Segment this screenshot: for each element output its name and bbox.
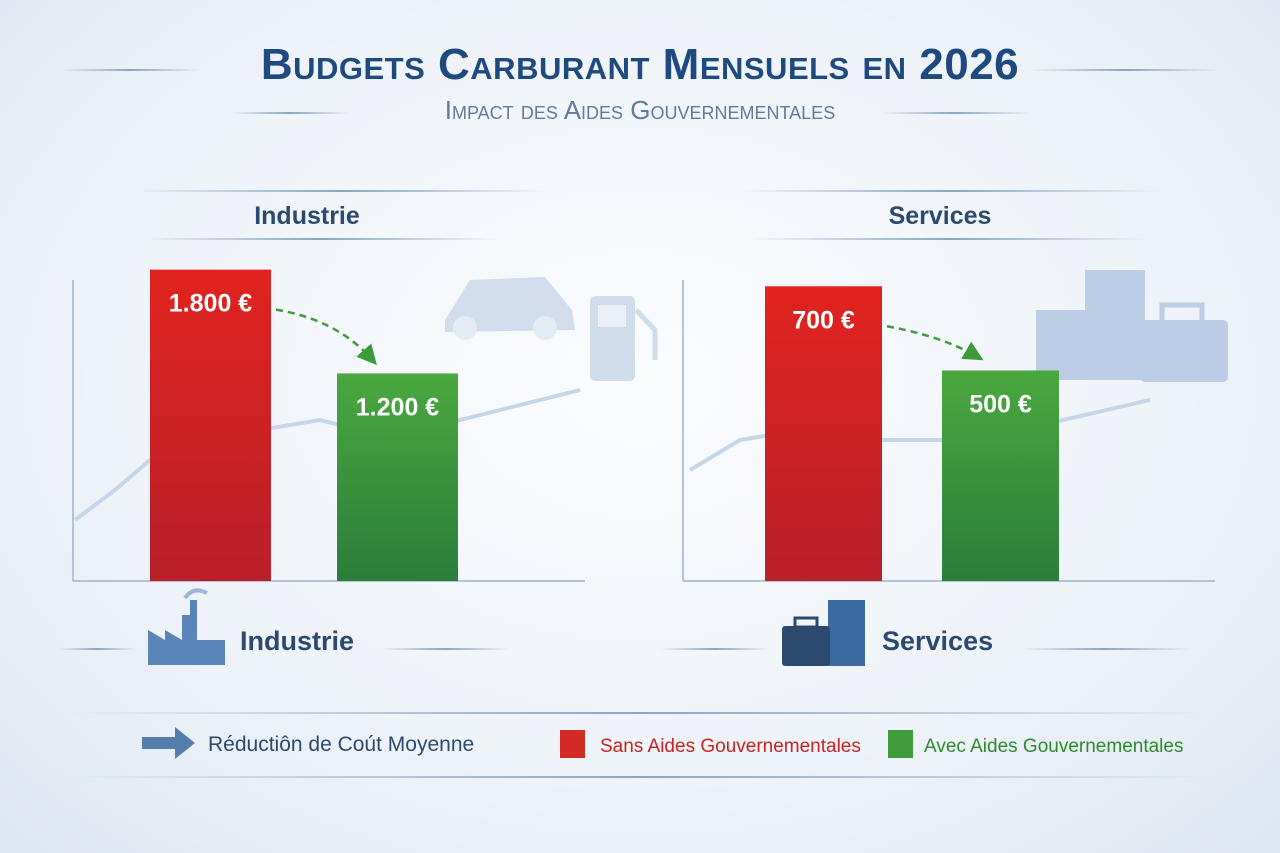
divider xyxy=(60,69,200,71)
chart-subtitle: Impact des Aides Gouvernementales xyxy=(444,95,836,125)
legend-swatch-avec xyxy=(888,730,913,758)
divider xyxy=(660,648,770,650)
panel-title-services: Services xyxy=(888,202,992,230)
divider xyxy=(1030,69,1220,71)
divider xyxy=(140,238,500,240)
bar-avec-aides xyxy=(942,370,1059,581)
office-building-icon xyxy=(782,600,865,666)
divider xyxy=(60,648,135,650)
legend-label-avec: Avec Aides Gouvernementales xyxy=(924,736,1184,757)
divider xyxy=(230,112,350,114)
legend-arrow-label: Réductiôn de Coút Moyenne xyxy=(208,733,475,756)
trend-line xyxy=(688,398,1151,472)
data-label: 1.200 € xyxy=(356,393,440,421)
data-label: 700 € xyxy=(792,306,855,334)
divider xyxy=(1020,648,1190,650)
data-label: 1.800 € xyxy=(169,290,253,318)
legend-label-sans: Sans Aides Gouvernementales xyxy=(600,736,861,757)
divider xyxy=(380,648,510,650)
bar-sans-aides xyxy=(765,286,882,581)
divider xyxy=(60,776,1220,778)
bar-sans-aides xyxy=(150,269,271,581)
legend-swatch-sans xyxy=(560,730,585,758)
divider xyxy=(880,112,1030,114)
data-label: 500 € xyxy=(969,390,1032,418)
divider xyxy=(60,712,1220,714)
car-icon xyxy=(445,277,575,340)
reduction-arrow xyxy=(886,325,984,361)
factory-icon xyxy=(148,588,225,665)
buildings-icon xyxy=(1036,270,1228,382)
divider xyxy=(750,238,1150,240)
legend xyxy=(142,727,913,759)
fuel-pump-icon xyxy=(590,296,658,381)
legend-arrow-icon xyxy=(142,727,195,759)
category-label-services: Services xyxy=(882,626,994,656)
divider xyxy=(740,190,1160,192)
reduction-arrow xyxy=(275,308,377,366)
category-label-industrie: Industrie xyxy=(240,626,355,656)
chart-title: Budgets Carburant Mensuels en 2026 xyxy=(260,40,1020,89)
bar-avec-aides xyxy=(337,373,458,581)
divider xyxy=(130,190,550,192)
panel-title-industrie: Industrie xyxy=(254,202,360,230)
